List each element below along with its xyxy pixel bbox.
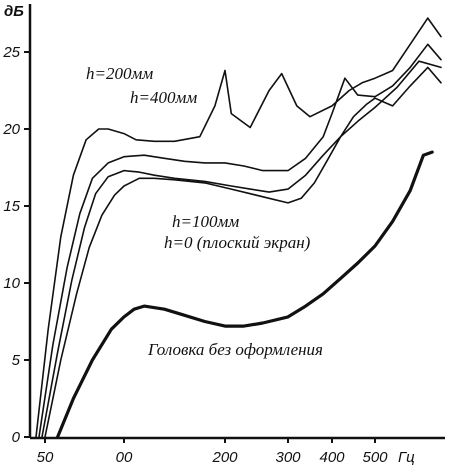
- curves: [35, 17, 442, 439]
- curve-h400: [38, 43, 442, 438]
- y-tick-label-5: 5: [12, 352, 21, 369]
- x-tick-label-300: 300: [275, 449, 301, 466]
- curve-h200: [35, 17, 442, 438]
- label-h200: h=200мм: [86, 64, 153, 83]
- x-tick-label-50: 50: [37, 449, 54, 466]
- y-axis-unit-label: дБ: [4, 3, 24, 20]
- label-h100: h=100мм: [172, 212, 239, 231]
- label-h0: h=0 (плоский экран): [164, 233, 311, 252]
- label-h400: h=400мм: [130, 88, 197, 107]
- x-axis-unit-label: Гц: [398, 449, 415, 466]
- x-tick-label-200: 200: [211, 449, 238, 466]
- y-tick-label-25: 25: [2, 44, 20, 61]
- y-tick-label-0: 0: [12, 429, 21, 446]
- curve-bare-head: [56, 150, 434, 439]
- label-bare-head: Головка без оформления: [147, 340, 323, 359]
- x-tick-label-500: 500: [362, 449, 388, 466]
- curve-h100: [41, 60, 442, 438]
- x-tick-label-100: 00: [116, 449, 133, 466]
- x-tick-label-400: 400: [319, 449, 345, 466]
- y-tick-label-20: 20: [2, 121, 20, 138]
- y-tick-label-10: 10: [3, 275, 20, 292]
- ticks: 0 5 10 15 20 25 50 00 200 300 400 500 Гц: [2, 44, 415, 466]
- y-tick-label-15: 15: [3, 198, 20, 215]
- curve-h0: [44, 66, 442, 438]
